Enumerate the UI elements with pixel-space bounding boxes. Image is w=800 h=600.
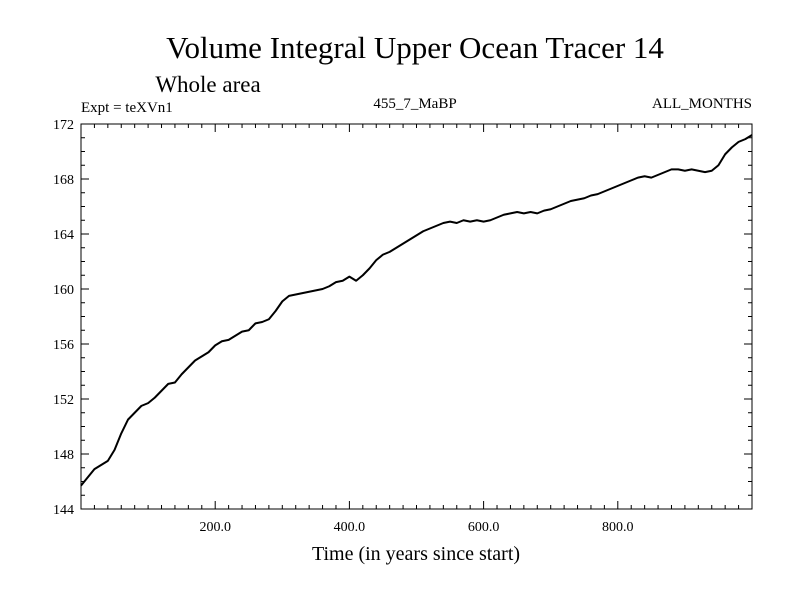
x-axis-label: Time (in years since start) xyxy=(312,543,520,565)
x-tick-label: 800.0 xyxy=(602,520,634,535)
expt-label: Expt = teXVn1 xyxy=(81,100,173,116)
y-tick-label: 160 xyxy=(53,283,74,298)
x-tick-label: 200.0 xyxy=(199,520,231,535)
series-line xyxy=(80,134,753,487)
y-tick-label: 144 xyxy=(53,503,74,518)
plot-frame xyxy=(80,123,753,510)
y-tick-label: 156 xyxy=(53,338,74,353)
chart-title: Volume Integral Upper Ocean Tracer 14 xyxy=(166,30,664,65)
months-label: ALL_MONTHS xyxy=(652,96,752,112)
x-tick-label: 600.0 xyxy=(468,520,500,535)
y-tick-label: 172 xyxy=(53,118,74,133)
x-axis-tick-labels: 200.0 400.0 600.0 800.0 xyxy=(199,520,633,535)
y-tick-label: 168 xyxy=(53,173,74,188)
y-tick-label: 164 xyxy=(53,228,74,243)
chart-subtitle: Whole area xyxy=(155,72,260,97)
run-label: 455_7_MaBP xyxy=(373,96,456,112)
x-tick-label: 400.0 xyxy=(334,520,366,535)
y-axis-tick-labels: 144 148 152 156 160 164 168 172 xyxy=(53,118,74,518)
x-axis-ticks xyxy=(93,124,740,509)
y-tick-label: 148 xyxy=(53,448,74,463)
y-axis-ticks xyxy=(81,137,752,496)
y-tick-label: 152 xyxy=(53,393,74,408)
